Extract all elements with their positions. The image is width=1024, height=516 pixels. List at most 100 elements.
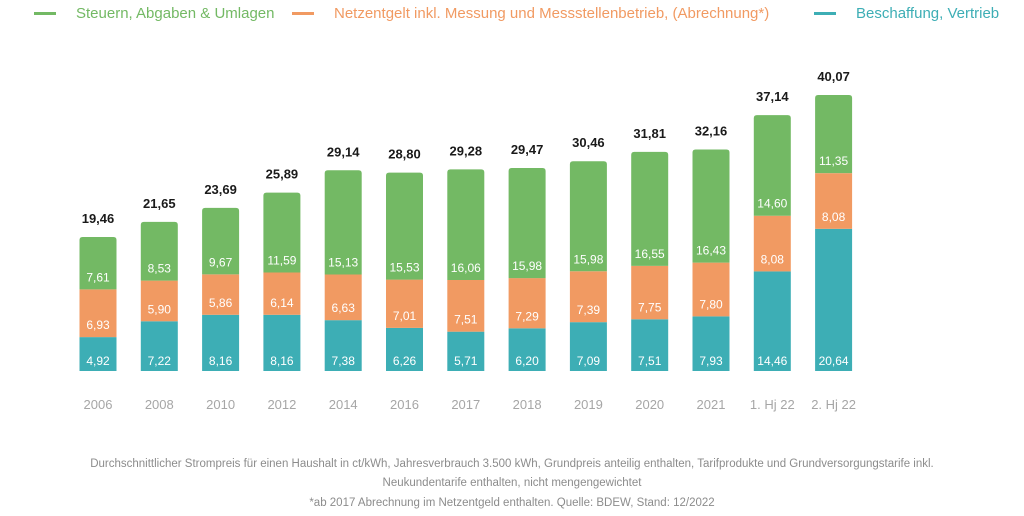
bar-segment-taxes xyxy=(815,95,853,174)
bar-segment-procurement xyxy=(508,328,546,371)
bar-segment-network xyxy=(263,272,301,315)
total-value-label: 31,81 xyxy=(633,126,666,141)
segment-value-label: 5,71 xyxy=(454,354,478,368)
bar-segment-network xyxy=(386,279,423,328)
total-value-label: 23,69 xyxy=(204,182,237,197)
bar-segment-procurement xyxy=(692,316,730,371)
segment-value-label: 7,51 xyxy=(454,313,478,327)
chart-legend: Steuern, Abgaben & Umlagen Netzentgelt i… xyxy=(0,0,1024,28)
x-tick-label: 1. Hj 22 xyxy=(750,397,795,412)
bar-segment-procurement xyxy=(79,337,117,371)
bar-segment-network xyxy=(692,262,730,317)
bar-segment-taxes xyxy=(753,115,791,216)
x-tick-label: 2014 xyxy=(329,397,358,412)
segment-value-label: 8,16 xyxy=(270,354,294,368)
segment-value-label: 5,86 xyxy=(209,296,233,310)
bar-segment-taxes xyxy=(631,151,669,266)
bar-segment-network xyxy=(569,271,607,323)
bar-segment-taxes xyxy=(386,172,423,280)
segment-value-label: 7,51 xyxy=(638,354,662,368)
segment-value-label: 11,59 xyxy=(267,254,296,268)
segment-value-label: 11,35 xyxy=(819,154,848,168)
segment-value-label: 7,80 xyxy=(699,297,723,311)
bar-segment-procurement xyxy=(753,271,791,371)
bar-segment-procurement xyxy=(140,321,178,371)
legend-item-taxes: Steuern, Abgaben & Umlagen xyxy=(34,5,274,22)
bar-segment-taxes xyxy=(140,221,178,281)
segment-value-label: 4,92 xyxy=(86,354,110,368)
bar-segment-network xyxy=(447,279,485,332)
segment-value-label: 16,43 xyxy=(696,244,726,258)
bar-segment-procurement xyxy=(631,319,669,371)
legend-swatch-network xyxy=(292,12,314,15)
segment-value-label: 7,61 xyxy=(86,270,110,284)
total-value-label: 29,47 xyxy=(511,142,544,157)
total-value-label: 25,89 xyxy=(266,167,299,182)
footnote-line-2: Neukundentarife enthalten, nicht mengeng… xyxy=(382,477,642,489)
bar-segment-network xyxy=(753,215,791,272)
x-tick-label: 2008 xyxy=(145,397,174,412)
segment-value-label: 15,98 xyxy=(512,259,542,273)
bar-segment-taxes xyxy=(202,207,240,275)
bar-segment-procurement xyxy=(324,320,362,371)
bar-segment-procurement xyxy=(815,228,853,371)
x-tick-label: 2006 xyxy=(84,397,113,412)
segment-value-label: 6,14 xyxy=(270,296,294,310)
segment-value-label: 16,55 xyxy=(635,247,665,261)
segment-value-label: 16,06 xyxy=(451,261,481,275)
total-value-label: 40,07 xyxy=(817,69,850,84)
legend-label-taxes: Steuern, Abgaben & Umlagen xyxy=(76,5,275,22)
total-value-label: 29,14 xyxy=(327,144,360,159)
total-value-label: 21,65 xyxy=(143,196,176,211)
segment-value-label: 15,98 xyxy=(573,252,603,266)
legend-swatch-procurement xyxy=(814,12,836,15)
legend-label-network: Netzentgelt inkl. Messung und Messstelle… xyxy=(334,5,770,22)
legend-swatch-taxes xyxy=(34,12,56,15)
legend-item-network: Netzentgelt inkl. Messung und Messstelle… xyxy=(292,5,769,22)
bar-segment-taxes xyxy=(569,161,607,272)
bar-segment-network xyxy=(324,274,362,321)
segment-value-label: 6,20 xyxy=(515,354,539,368)
bar-segment-taxes xyxy=(324,170,362,275)
segment-value-label: 7,09 xyxy=(577,354,601,368)
bar-segment-taxes xyxy=(692,149,730,263)
segment-value-label: 20,64 xyxy=(819,354,849,368)
legend-label-procurement: Beschaffung, Vertrieb xyxy=(856,5,1000,22)
segment-value-label: 7,75 xyxy=(638,300,662,314)
segment-value-label: 6,63 xyxy=(332,301,356,315)
segment-value-label: 7,38 xyxy=(332,354,356,368)
x-tick-label: 2012 xyxy=(267,397,296,412)
bar-segment-procurement xyxy=(447,331,485,371)
segment-value-label: 6,26 xyxy=(393,354,417,368)
total-value-label: 28,80 xyxy=(388,147,421,162)
x-tick-label: 2020 xyxy=(635,397,664,412)
segment-value-label: 8,08 xyxy=(761,252,785,266)
bar-segment-taxes xyxy=(263,192,301,273)
bar-segment-taxes xyxy=(508,168,546,279)
bar-segment-procurement xyxy=(202,314,240,371)
segment-value-label: 15,53 xyxy=(389,261,419,275)
segment-value-label: 6,93 xyxy=(86,318,110,332)
total-value-label: 30,46 xyxy=(572,135,605,150)
x-tick-label: 2. Hj 22 xyxy=(811,397,856,412)
bar-segment-network xyxy=(631,265,669,320)
x-tick-label: 2018 xyxy=(513,397,542,412)
bar-segment-taxes xyxy=(447,169,485,280)
bar-segment-network xyxy=(202,274,240,315)
total-value-label: 29,28 xyxy=(450,143,483,158)
legend-item-procurement: Beschaffung, Vertrieb xyxy=(814,5,999,22)
total-value-label: 37,14 xyxy=(756,89,789,104)
segment-value-label: 5,90 xyxy=(148,302,172,316)
segment-value-label: 7,93 xyxy=(699,354,723,368)
segment-value-label: 15,13 xyxy=(328,255,358,269)
segment-value-label: 9,67 xyxy=(209,255,233,269)
footnote-line-1: Durchschnittlicher Strompreis für einen … xyxy=(90,458,934,470)
segment-value-label: 8,53 xyxy=(148,262,172,276)
bar-segment-taxes xyxy=(79,236,117,290)
x-tick-label: 2016 xyxy=(390,397,419,412)
segment-value-label: 8,08 xyxy=(822,210,846,224)
segment-value-label: 7,39 xyxy=(577,303,601,317)
bar-segment-network xyxy=(140,280,178,322)
x-tick-label: 2017 xyxy=(451,397,480,412)
x-tick-label: 2021 xyxy=(697,397,726,412)
